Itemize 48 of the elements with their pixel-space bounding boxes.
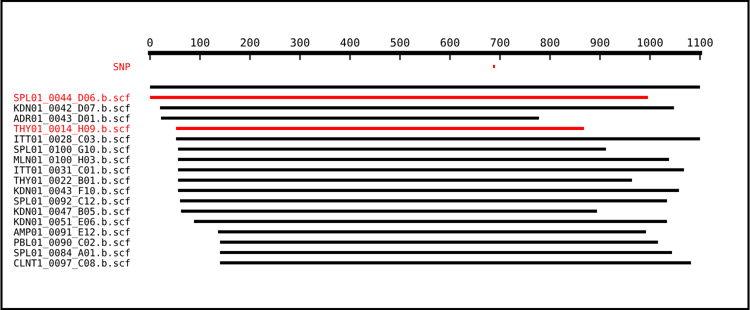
- y-tick-label: MLN01_0100_H03.b.scf: [14, 156, 130, 166]
- y-tick-label: SPL01_0100_G10.b.scf: [14, 145, 130, 156]
- bar: [194, 220, 667, 224]
- y-tick-label: ITT01_0031_C01.b.scf: [14, 166, 130, 176]
- x-tick-label: 200: [240, 38, 260, 47]
- bar: [178, 158, 669, 162]
- x-tick-label: 900: [590, 38, 610, 47]
- bar: [160, 106, 674, 110]
- x-tick-label: 1000: [638, 38, 663, 47]
- bar: [178, 178, 632, 182]
- bar: [150, 96, 648, 99]
- bar: [178, 168, 684, 172]
- bar: [178, 188, 679, 192]
- y-tick-label: SPL01_0084_A01.b.scf: [14, 248, 130, 258]
- bar: [161, 116, 539, 120]
- y-tick-label: KDN01_0051_E06.b.scf: [14, 218, 130, 228]
- bar: [176, 137, 700, 140]
- bar: [181, 210, 597, 213]
- y-tick-label: THY01_0014_H09.b.scf: [14, 124, 130, 134]
- bar: [150, 86, 700, 89]
- y-tick-label: PBL01_0090_C02.b.scf: [14, 238, 130, 248]
- x-tick-label: 800: [540, 38, 560, 47]
- bar: [220, 261, 691, 264]
- bar: [218, 230, 646, 234]
- x-tick-label: 0: [147, 38, 153, 47]
- x-tick-label: 1100: [688, 38, 713, 47]
- y-tick-label: SNP: [114, 62, 130, 70]
- x-tick-label: 400: [340, 38, 360, 47]
- y-tick-label: SPL01_0092_C12.b.scf: [14, 197, 130, 207]
- x-tick-label: 100: [191, 38, 210, 47]
- bar: [220, 240, 658, 244]
- x-tick-label: 500: [390, 38, 410, 47]
- bar: [176, 126, 584, 130]
- bar: [178, 148, 606, 151]
- bar: [180, 199, 667, 202]
- y-tick-label: CLNT1_0097_C08.b.scf: [14, 259, 130, 269]
- y-tick-label: SPL01_0044_D06.b.scf: [14, 94, 130, 104]
- y-tick-label: ITT01_0028_C03.b.scf: [14, 135, 130, 145]
- bar: [220, 250, 672, 254]
- y-tick-label: KDN01_0047_B05.b.scf: [14, 207, 130, 218]
- y-tick-label: KDN01_0042_D07.b.scf: [14, 104, 130, 114]
- x-tick-label: 700: [490, 38, 510, 47]
- y-tick-label: KDN01_0043_F10.b.scf: [14, 186, 130, 196]
- y-tick-label: AMP01_0091_E12.b.scf: [14, 228, 130, 238]
- y-tick-label: ADR01_0043_D01.b.scf: [14, 114, 130, 124]
- x-tick-label: 600: [440, 38, 460, 47]
- x-tick-label: 300: [290, 38, 310, 47]
- y-tick-label: THY01_0022_B01.b.scf: [14, 176, 130, 186]
